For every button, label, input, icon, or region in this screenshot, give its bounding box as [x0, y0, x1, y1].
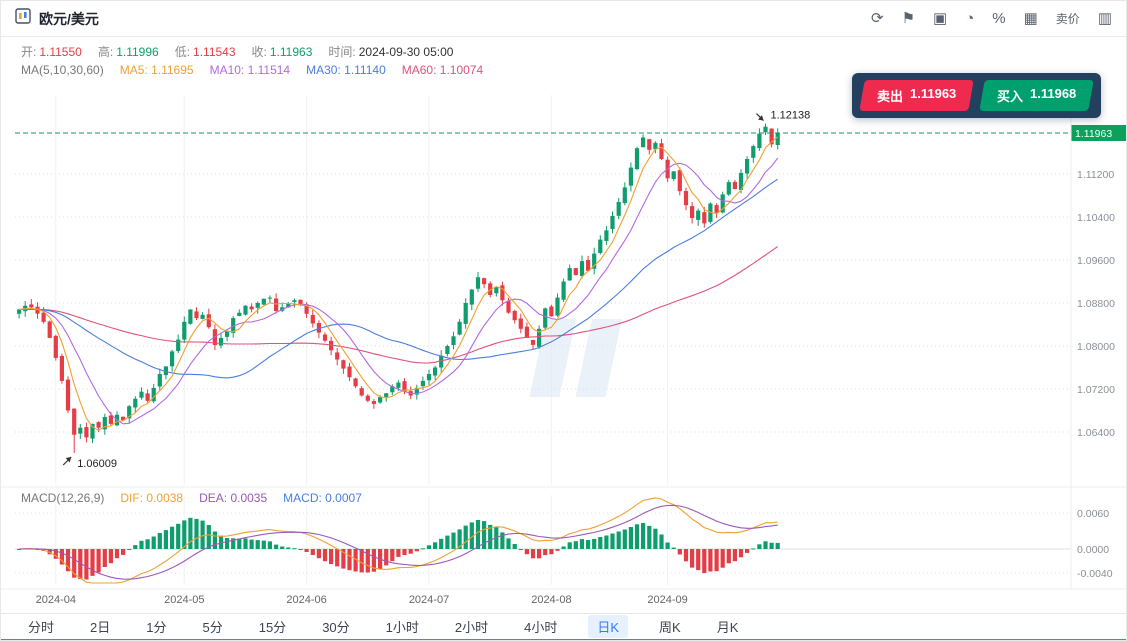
- percent-icon[interactable]: %: [992, 10, 1006, 27]
- ma30-label: MA30:: [306, 63, 341, 77]
- svg-text:1.08000: 1.08000: [1077, 341, 1115, 353]
- macd-value: 0.0007: [325, 491, 362, 505]
- low-value: 1.11543: [193, 45, 236, 59]
- close-label: 收:: [251, 45, 267, 59]
- clock-icon[interactable]: ◔: [965, 10, 975, 27]
- ma60-label: MA60:: [401, 63, 437, 77]
- macd-label: MACD:: [283, 491, 322, 505]
- interval-5m[interactable]: 5分: [202, 620, 223, 635]
- ma5-value: 1.11695: [151, 63, 194, 77]
- close-value: 1.11963: [269, 45, 313, 59]
- open-value: 1.11550: [39, 45, 82, 59]
- sell-button-label: 卖出: [877, 89, 904, 104]
- trade-panel: 卖出 1.11963 买入 1.11968: [852, 73, 1101, 118]
- indicator-settings-icon[interactable]: ▣: [933, 10, 948, 27]
- low-label: 低:: [174, 45, 191, 59]
- ma60-value: 1.10074: [439, 63, 484, 77]
- interval-toolbar: 分时 2日 1分 5分 15分 30分 1小时 2小时 4小时 日K 周K 月K: [1, 613, 1126, 639]
- buy-button[interactable]: 买入 1.11968: [978, 80, 1094, 111]
- ma10-value: 1.11514: [247, 63, 291, 77]
- svg-text:1.12138: 1.12138: [771, 110, 811, 122]
- grid-layout-icon[interactable]: ▦: [1023, 10, 1038, 27]
- dea-label: DEA:: [199, 491, 228, 505]
- time-value: 2024-09-30 05:00: [358, 45, 454, 59]
- header: 欧元/美元 ⟳ ⚑ ▣ ◔ % ▦ 卖价 ▥: [1, 1, 1126, 37]
- sell-button[interactable]: 卖出 1.11963: [859, 80, 975, 111]
- ma5-label: MA5:: [119, 63, 148, 77]
- instrument-title: 欧元/美元: [39, 10, 99, 27]
- open-label: 开:: [21, 45, 37, 59]
- instrument-chart-icon: [15, 8, 31, 29]
- ma30-value: 1.11140: [344, 63, 386, 77]
- chart-area: 2024-04 2024-05 2024-06 2024-07 2024-08 2024-…: [1, 37, 1126, 613]
- interval-4h[interactable]: 4小时: [524, 620, 558, 635]
- window-bottom-edge: [1, 639, 1126, 640]
- panel-icon[interactable]: ▥: [1097, 10, 1112, 27]
- svg-text:1.06009: 1.06009: [77, 458, 117, 470]
- svg-text:1.07200: 1.07200: [1077, 384, 1115, 396]
- interval-1m[interactable]: 1分: [146, 620, 167, 635]
- svg-text:2024-07: 2024-07: [409, 594, 449, 606]
- sell-button-price: 1.11963: [910, 86, 957, 101]
- candlestick-chart[interactable]: 2024-04 2024-05 2024-06 2024-07 2024-08 2024-…: [1, 37, 1126, 618]
- dif-label: DIF:: [120, 491, 144, 505]
- interval-15m[interactable]: 15分: [258, 620, 287, 635]
- svg-text:0.0060: 0.0060: [1077, 508, 1109, 520]
- dea-value: 0.0035: [230, 491, 268, 505]
- svg-text:1.10400: 1.10400: [1077, 212, 1115, 224]
- svg-text:1.09600: 1.09600: [1077, 255, 1115, 267]
- time-label: 时间:: [328, 45, 356, 59]
- interval-weekly[interactable]: 周K: [659, 620, 681, 635]
- interval-monthly[interactable]: 月K: [716, 620, 739, 635]
- macd-legend: MACD(12,26,9) DIF: 0.0038 DEA: 0.0035 MA…: [21, 491, 362, 505]
- svg-text:1.11963: 1.11963: [1075, 128, 1112, 140]
- svg-text:1.08800: 1.08800: [1077, 298, 1115, 310]
- macd-group-label: MACD(12,26,9): [21, 491, 105, 505]
- svg-text:2024-04: 2024-04: [36, 594, 76, 606]
- svg-text:2024-06: 2024-06: [286, 594, 326, 606]
- svg-text:-0.0040: -0.0040: [1077, 568, 1113, 580]
- ma10-label: MA10:: [209, 63, 245, 77]
- high-label: 高:: [97, 45, 114, 59]
- ohlc-bar: 开: 1.11550 高: 1.11996 低: 1.11543 收: 1.11963 …: [21, 43, 453, 60]
- sell-price-toggle[interactable]: 卖价: [1055, 12, 1080, 26]
- buy-button-price: 1.11968: [1029, 86, 1076, 101]
- interval-2d[interactable]: 2日: [90, 620, 111, 635]
- ma-legend: MA(5,10,30,60) MA5: 1.11695 MA10: 1.1151…: [21, 63, 483, 77]
- interval-30m[interactable]: 30分: [322, 620, 350, 635]
- dif-value: 0.0038: [146, 491, 184, 505]
- interval-2h[interactable]: 2小时: [454, 620, 489, 635]
- refresh-icon[interactable]: ⟳: [870, 10, 884, 27]
- flag-icon[interactable]: ⚑: [901, 10, 916, 27]
- svg-text:0.0000: 0.0000: [1077, 544, 1109, 556]
- svg-text:1.11200: 1.11200: [1077, 169, 1114, 181]
- svg-text:1.06400: 1.06400: [1077, 427, 1115, 439]
- interval-daily[interactable]: 日K: [588, 615, 629, 638]
- buy-button-label: 买入: [996, 89, 1023, 104]
- high-value: 1.11996: [116, 45, 159, 59]
- svg-text:2024-05: 2024-05: [164, 594, 204, 606]
- svg-text:2024-09: 2024-09: [647, 594, 687, 606]
- interval-fenshi[interactable]: 分时: [28, 620, 55, 635]
- ma-group-label: MA(5,10,30,60): [21, 63, 104, 77]
- svg-text:2024-08: 2024-08: [531, 594, 571, 606]
- interval-1h[interactable]: 1小时: [385, 620, 419, 635]
